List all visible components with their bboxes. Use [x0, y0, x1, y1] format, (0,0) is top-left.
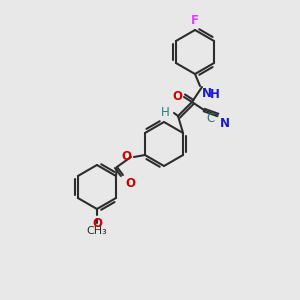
Text: F: F	[191, 14, 199, 27]
Text: O: O	[125, 177, 135, 190]
Text: O: O	[92, 217, 102, 230]
Text: O: O	[121, 151, 131, 164]
Text: C: C	[206, 112, 214, 125]
Text: CH₃: CH₃	[87, 226, 107, 236]
Text: H: H	[161, 106, 170, 118]
Text: O: O	[172, 91, 182, 103]
Text: N: N	[220, 117, 230, 130]
Text: N: N	[202, 87, 212, 100]
Text: H: H	[210, 88, 220, 101]
